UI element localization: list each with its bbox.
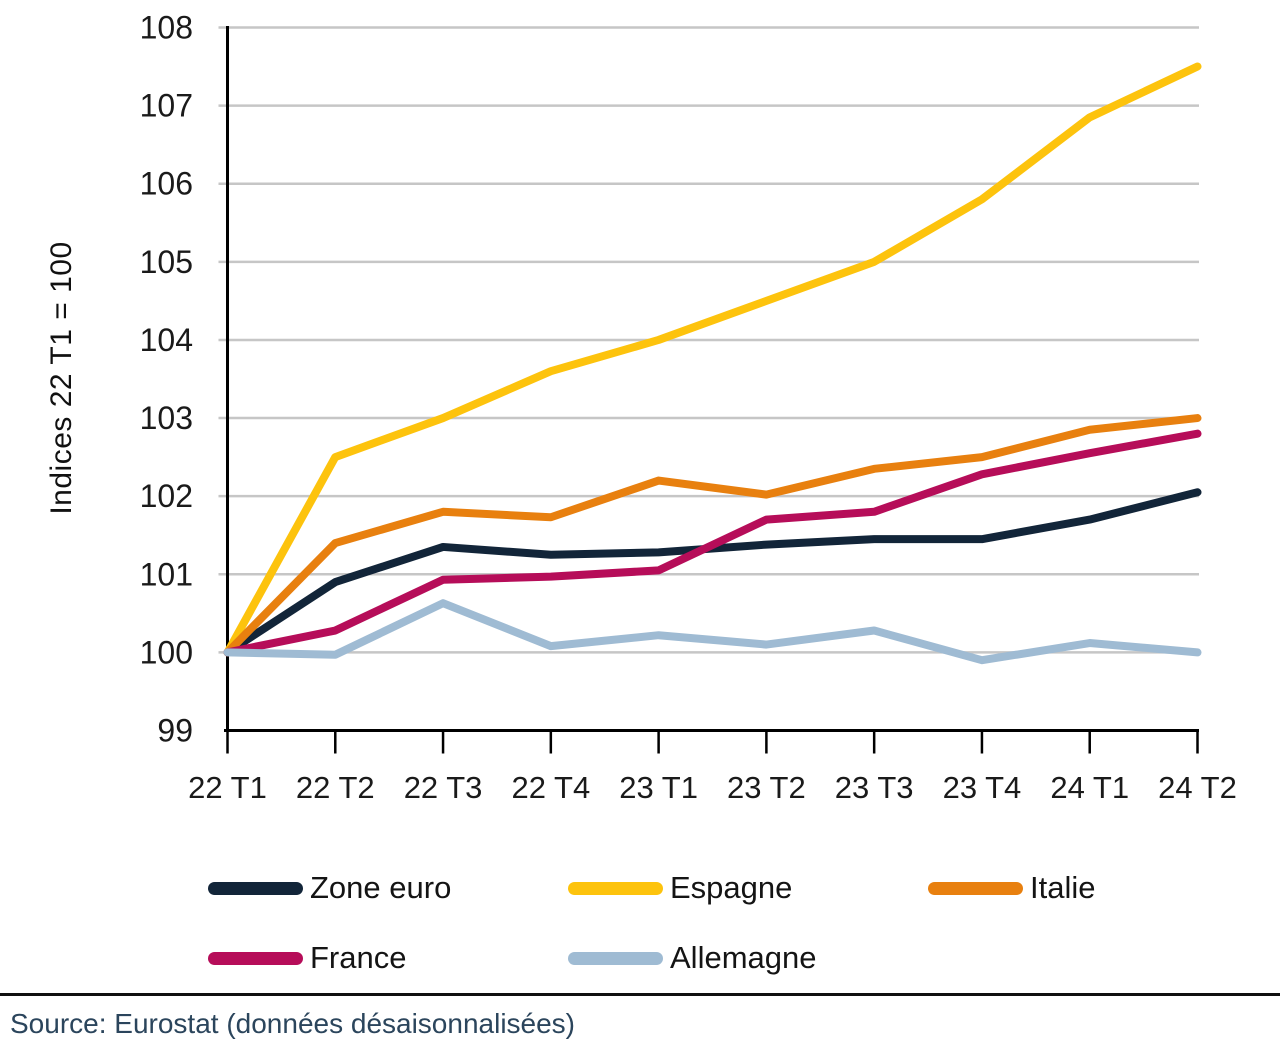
y-tick-label: 103 (140, 400, 193, 436)
legend-swatch (568, 881, 663, 895)
legend-label: Allemagne (670, 940, 817, 975)
legend-swatch (568, 951, 663, 965)
y-tick-label: 100 (140, 634, 193, 670)
source-text: Source: Eurostat (données désaisonnalisé… (10, 1008, 576, 1039)
y-tick-label: 101 (140, 556, 193, 592)
legend-item-france: France (208, 938, 406, 978)
x-tick-label: 24 T2 (1158, 770, 1237, 805)
x-tick-label: 23 T4 (943, 770, 1022, 805)
x-tick-label: 23 T3 (835, 770, 914, 805)
y-tick-label: 104 (140, 322, 193, 358)
legend-item-espagne: Espagne (568, 868, 792, 908)
legend-label: France (310, 940, 407, 975)
y-tick-label: 102 (140, 478, 193, 514)
line-chart-plot: 108 107 106 105 104 103 102 101 100 99 22 T1 22 T2 2… (140, 10, 1237, 806)
x-tick-label: 23 T1 (619, 770, 698, 805)
legend-item-italie: Italie (928, 868, 1095, 908)
series-line-zone-euro (223, 488, 1202, 657)
y-tick-label: 107 (140, 88, 193, 124)
x-tick-label: 22 T2 (296, 770, 375, 805)
y-tick-label: 106 (140, 166, 193, 202)
y-tick-label: 99 (157, 713, 193, 749)
legend-label: Espagne (670, 870, 793, 905)
legend-swatch (208, 881, 303, 895)
series-line-italie (223, 414, 1202, 657)
x-tick-label: 22 T3 (404, 770, 483, 805)
series-line-espagne (223, 62, 1202, 657)
legend-swatch (208, 951, 303, 965)
legend-item-allemagne: Allemagne (568, 938, 816, 978)
x-tick-label: 22 T4 (511, 770, 590, 805)
legend-item-zone-euro: Zone euro (208, 868, 451, 908)
y-tick-label: 108 (140, 10, 193, 46)
legend-label: Zone euro (310, 870, 452, 905)
y-tick-label: 105 (140, 244, 193, 280)
x-tick-label: 23 T2 (727, 770, 806, 805)
x-tick-label: 22 T1 (188, 770, 267, 805)
series-line-france (223, 429, 1202, 657)
legend-swatch (928, 881, 1023, 895)
source-divider (0, 993, 1280, 996)
legend-label: Italie (1030, 870, 1096, 905)
x-tick-label: 24 T1 (1050, 770, 1129, 805)
series-line-allemagne (223, 599, 1202, 665)
